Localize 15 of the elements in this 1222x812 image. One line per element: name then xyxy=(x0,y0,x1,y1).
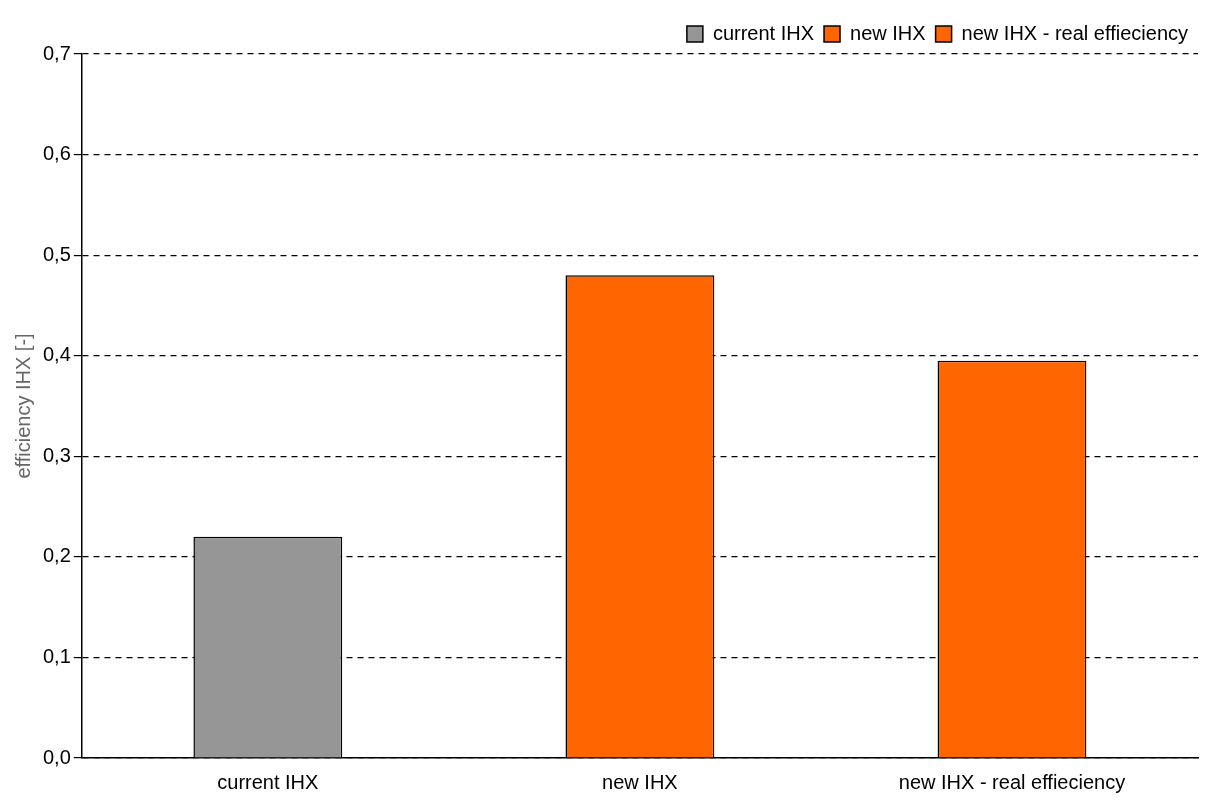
y-tick-label: 0,1 xyxy=(42,644,71,667)
legend-label: new IHX xyxy=(850,21,926,44)
x-tick-label: new IHX - real effieciency xyxy=(898,770,1126,793)
y-tick-label: 0,6 xyxy=(42,142,71,165)
y-tick-label: 0,4 xyxy=(42,343,71,366)
x-tick-label: current IHX xyxy=(217,770,319,793)
legend-label: current IHX xyxy=(712,21,815,44)
y-axis-title: efficiency IHX [-] xyxy=(11,333,34,479)
y-tick-label: 0,3 xyxy=(42,443,71,466)
y-tick-label: 0,5 xyxy=(42,242,71,265)
x-tick-label: new IHX xyxy=(602,770,678,793)
y-tick-label: 0,0 xyxy=(42,745,71,768)
y-tick-label: 0,7 xyxy=(42,41,71,64)
legend-label: new IHX - real effieciency xyxy=(961,21,1189,44)
y-tick-label: 0,2 xyxy=(42,544,71,567)
